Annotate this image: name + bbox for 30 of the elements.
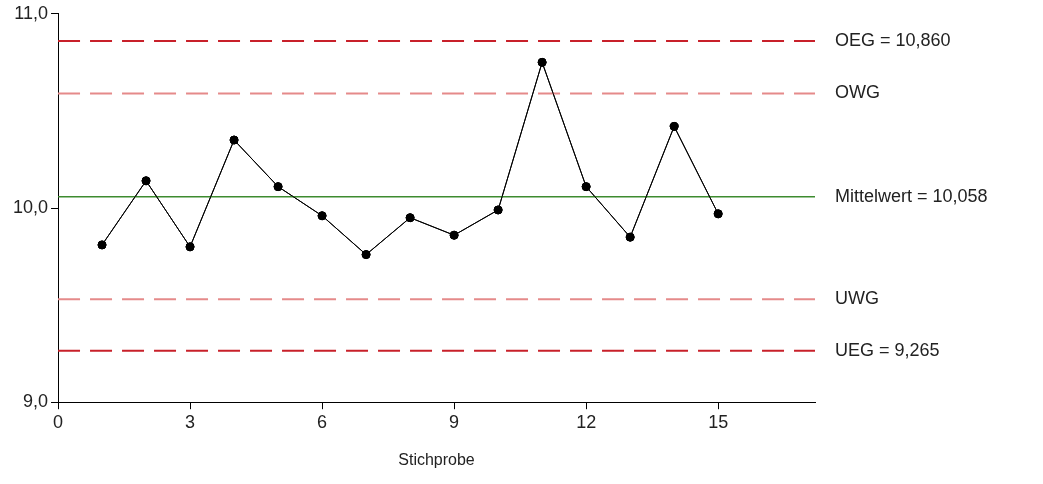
x-tick-label: 12 [576, 411, 597, 432]
point [185, 242, 195, 252]
point [97, 240, 107, 250]
ref-line-label: OWG [835, 82, 880, 103]
ref-line-label: UEG = 9,265 [835, 339, 940, 360]
x-tick-label: 3 [185, 411, 196, 432]
x-tick-label: 9 [449, 411, 460, 432]
point [493, 205, 503, 215]
x-tick-label: 0 [53, 411, 64, 432]
x-axis-title: Stichprobe [398, 450, 475, 468]
point [713, 209, 723, 219]
point [537, 57, 547, 67]
x-tick-label: 15 [708, 411, 729, 432]
point [361, 250, 371, 260]
ref-line-label: OEG = 10,860 [835, 29, 951, 50]
y-tick-label: 9,0 [23, 391, 49, 412]
point [405, 213, 415, 223]
point [625, 232, 635, 242]
point [229, 135, 239, 145]
ref-line-label: UWG [835, 288, 879, 309]
point [317, 211, 327, 221]
ref-line-label: Mittelwert = 10,058 [835, 185, 988, 206]
point [581, 182, 591, 192]
x-tick-label: 6 [317, 411, 328, 432]
point [141, 176, 151, 186]
y-tick-label: 11,0 [14, 2, 49, 23]
point [273, 182, 283, 192]
point [449, 230, 459, 240]
point [669, 121, 679, 131]
y-tick-label: 10,0 [12, 196, 49, 217]
